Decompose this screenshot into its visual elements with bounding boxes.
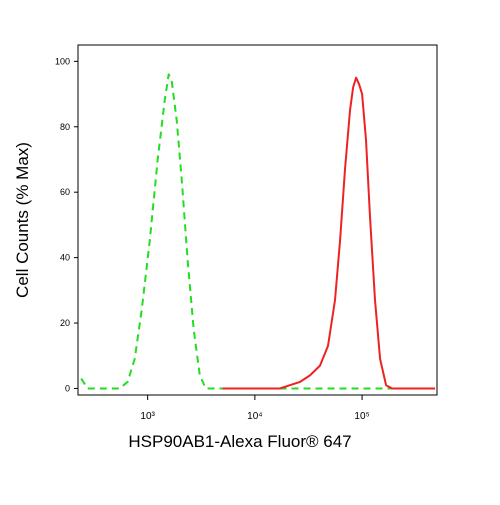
x-tick-label: 10³ [140, 411, 155, 422]
y-tick-label: 20 [60, 318, 70, 328]
y-tick-label: 0 [65, 383, 70, 393]
x-tick-label: 10⁵ [354, 411, 369, 422]
y-tick-label: 100 [55, 56, 70, 66]
series-line [80, 73, 436, 390]
series-line [222, 76, 436, 390]
x-tick-label: 10⁴ [247, 411, 262, 422]
y-tick-label: 40 [60, 253, 70, 263]
y-axis-label: Cell Counts (% Max) [13, 142, 32, 298]
y-tick-label: 80 [60, 122, 70, 132]
plot-frame [77, 44, 438, 396]
y-tick-label: 60 [60, 187, 70, 197]
x-axis-label: HSP90AB1-Alexa Fluor® 647 [128, 432, 351, 451]
